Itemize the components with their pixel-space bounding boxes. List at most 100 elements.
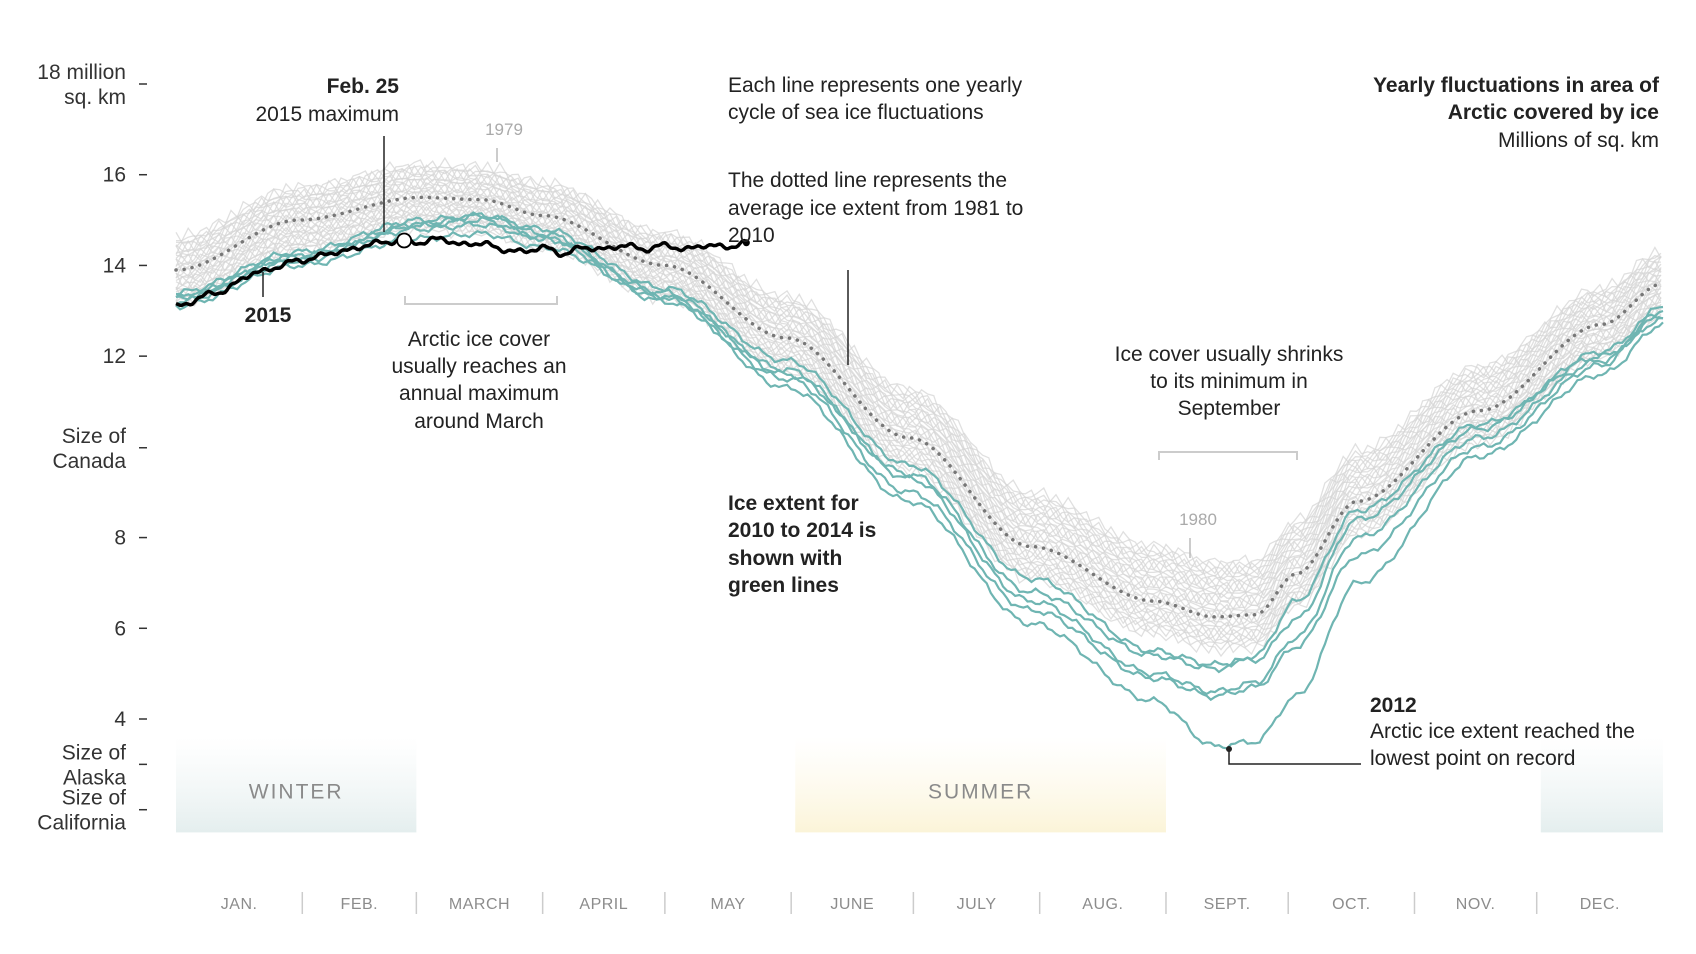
y-tick-label: Canada xyxy=(52,450,126,473)
y-tick-label: Alaska xyxy=(63,766,126,789)
green-lines-note-3: shown with xyxy=(728,547,842,570)
season-label-summer: SUMMER xyxy=(928,780,1033,803)
max-2015-text: 2015 maximum xyxy=(255,103,399,126)
march-max-line-2: usually reaches an xyxy=(391,355,566,378)
y-tick: 12 xyxy=(103,345,147,368)
historical-year-line xyxy=(175,189,1662,611)
average-line-group xyxy=(174,195,1665,619)
min-2012-line-2: lowest point on record xyxy=(1370,747,1575,770)
y-tick-label: Size of xyxy=(62,425,126,448)
label-2015: 2015 xyxy=(245,304,292,327)
y-tick: 6 xyxy=(114,617,147,640)
historical-year-line xyxy=(175,156,1662,572)
month-label: JAN. xyxy=(221,896,258,913)
historical-year-line xyxy=(175,164,1662,577)
march-max-line-3: annual maximum xyxy=(399,382,559,405)
sept-min-note-2: to its minimum in xyxy=(1150,370,1308,393)
month-label: AUG. xyxy=(1082,896,1123,913)
month-label: JUNE xyxy=(830,896,874,913)
min-2012-title: 2012 xyxy=(1370,694,1417,717)
season-label-winter: WINTER xyxy=(249,780,344,803)
y-tick-label: 8 xyxy=(114,527,126,550)
y-tick-label: sq. km xyxy=(64,86,126,109)
historical-year-line xyxy=(175,212,1662,644)
historical-year-line xyxy=(175,200,1662,626)
y-tick-label: California xyxy=(37,812,126,835)
recent-year-line xyxy=(175,220,1664,674)
min-2012-point xyxy=(1226,746,1232,752)
chart-title-line-2: Arctic covered by ice xyxy=(1448,101,1659,124)
y-tick: 4 xyxy=(114,708,147,731)
season-band-1 xyxy=(795,737,1166,833)
y-tick-label: Size of xyxy=(62,787,126,810)
month-label: MARCH xyxy=(449,896,510,913)
sept-min-note-3: September xyxy=(1178,397,1281,420)
green-lines-note-4: green lines xyxy=(728,574,839,597)
historical-year-line xyxy=(175,215,1662,646)
min-2012-line-1: Arctic ice extent reached the xyxy=(1370,720,1635,743)
recent-year-line xyxy=(176,211,1664,750)
month-label: APRIL xyxy=(579,896,628,913)
y-tick-label: 4 xyxy=(114,708,126,731)
y-tick-label: 12 xyxy=(103,345,126,368)
month-label: JULY xyxy=(957,896,997,913)
x-axis-months: JAN. FEB. MARCH APRIL MAY JUNE JULY AUG. SEPT. OC… xyxy=(221,892,1620,914)
each-line-note-2: cycle of sea ice fluctuations xyxy=(728,101,984,124)
green-lines-note-2: 2010 to 2014 is xyxy=(728,519,876,542)
dotted-line-note-1: The dotted line represents the xyxy=(728,169,1007,192)
season-band-2 xyxy=(1540,737,1663,833)
recent-year-line xyxy=(175,229,1664,696)
label-1979: 1979 xyxy=(485,120,523,139)
dotted-line-note-3: 2010 xyxy=(728,224,775,247)
average-line xyxy=(174,195,1665,619)
y-tick-label: 14 xyxy=(103,254,127,277)
y-tick-label: 16 xyxy=(103,164,126,187)
y-tick-label: 6 xyxy=(114,617,126,640)
green-lines-note-1: Ice extent for xyxy=(728,492,859,515)
month-label: NOV. xyxy=(1456,896,1496,913)
season-band-0 xyxy=(176,737,417,833)
dotted-line-note-2: average ice extent from 1981 to xyxy=(728,197,1023,220)
month-label: FEB. xyxy=(341,896,379,913)
historical-year-line xyxy=(175,215,1662,651)
y-tick-label: Size of xyxy=(62,741,126,764)
historical-year-line xyxy=(175,180,1662,604)
historical-year-line xyxy=(175,164,1662,577)
max-2015-marker xyxy=(396,232,413,249)
max-2015-title: Feb. 25 xyxy=(327,75,400,98)
month-label: DEC. xyxy=(1580,896,1620,913)
annotations: 1979 1980 Feb. 25 2015 maximum 2015 Arct… xyxy=(245,74,1660,770)
chart-subtitle: Millions of sq. km xyxy=(1498,129,1659,152)
sept-min-note-1: Ice cover usually shrinks xyxy=(1115,343,1344,366)
month-label: OCT. xyxy=(1332,896,1370,913)
season-bands: WINTER SUMMER xyxy=(176,737,1663,833)
y-tick: 14 xyxy=(103,254,147,277)
current-2015-end-point xyxy=(742,239,750,247)
historical-year-line xyxy=(175,201,1662,627)
month-label: SEPT. xyxy=(1204,896,1251,913)
y-tick: 8 xyxy=(114,527,147,550)
march-max-line-1: Arctic ice cover xyxy=(408,328,550,351)
current-year-line-group xyxy=(175,232,750,308)
historical-year-line xyxy=(175,167,1662,586)
historical-year-line xyxy=(175,177,1662,599)
historical-year-line xyxy=(175,182,1662,606)
march-bracket xyxy=(404,296,558,305)
recent-year-line xyxy=(175,216,1664,702)
month-label: MAY xyxy=(711,896,746,913)
recent-years-lines xyxy=(175,211,1664,750)
sept-bracket xyxy=(1158,451,1298,460)
march-max-line-4: around March xyxy=(414,410,544,433)
min-2012-leader xyxy=(1228,749,1361,765)
each-line-note-1: Each line represents one yearly xyxy=(728,74,1023,97)
historical-year-line xyxy=(175,169,1662,588)
y-tick: 16 xyxy=(103,164,147,187)
chart-title-line-1: Yearly fluctuations in area of xyxy=(1373,74,1660,97)
label-1980: 1980 xyxy=(1179,510,1217,529)
y-tick-label: 18 million xyxy=(37,61,126,84)
